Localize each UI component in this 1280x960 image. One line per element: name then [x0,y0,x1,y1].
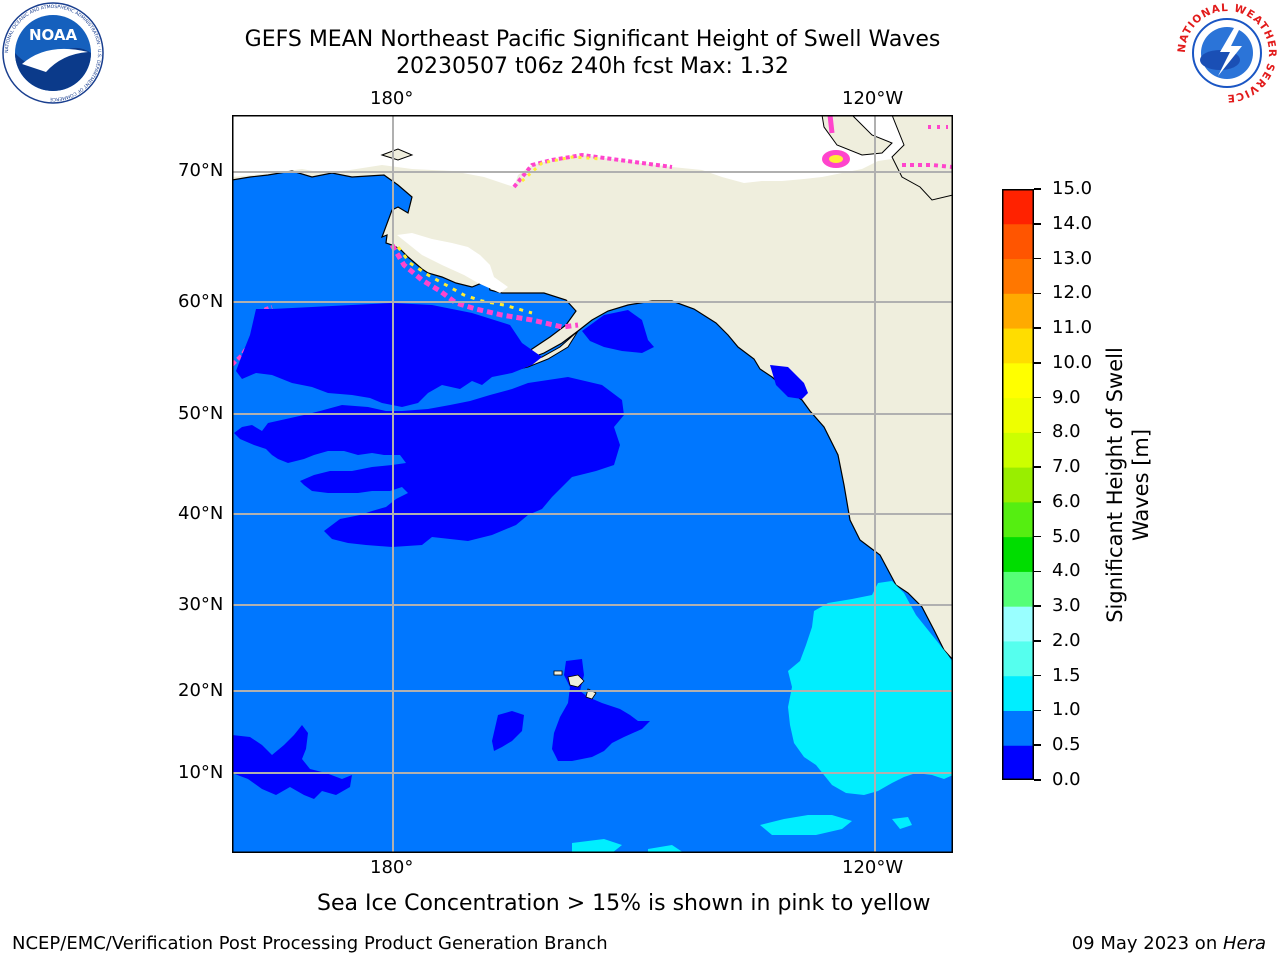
swell-height-map [232,115,953,853]
colorbar-segment [1002,745,1034,781]
low-swell-central [234,377,624,547]
colorbar-tick-mark [1034,570,1041,573]
colorbar-tick-mark [1034,466,1041,468]
low-swell-wsw [492,711,524,751]
low-swell-north [236,303,542,407]
colorbar-segment [1002,432,1034,468]
colorbar-tick-mark [1034,501,1041,503]
colorbar-tick-label: 0.5 [1052,734,1081,756]
colorbar-tick-label: 7.0 [1052,456,1081,478]
colorbar-tick-mark [1034,779,1041,781]
colorbar-tick-mark [1034,257,1041,260]
colorbar-tick-mark [1034,674,1041,677]
colorbar-tick-label: 1.5 [1052,664,1081,686]
colorbar-segment [1002,189,1034,225]
colorbar-tick-label: 6.0 [1052,490,1081,512]
colorbar-segment [1002,328,1034,364]
colorbar-segment [1002,362,1034,399]
colorbar-tick-label: 12.0 [1052,282,1093,304]
lat-label-10n: 10°N [178,762,224,783]
nws-logo-icon: NATIONAL WEATHER SERVICE [1176,2,1278,104]
sea-ice-note: Sea Ice Concentration > 15% is shown in … [317,891,931,916]
colorbar-tick-label: 2.0 [1052,629,1081,651]
colorbar-segment [1002,710,1034,746]
high-swell-southeast [788,581,953,795]
colorbar-tick-label: 13.0 [1052,247,1093,269]
colorbar-tick-mark [1034,362,1041,364]
colorbar-segment [1002,606,1034,642]
colorbar-label-line-2: Waves [m] [1129,428,1153,542]
noaa-logo-icon: NOAA NATIONAL OCEANIC AND ATMOSPHERIC AD… [2,2,104,104]
bering-ice-region [397,233,508,293]
graticule [232,115,953,853]
colorbar-tick-label: 3.0 [1052,595,1081,617]
colorbar-segment [1002,536,1034,572]
colorbar-tick-label: 4.0 [1052,560,1081,582]
colorbar-tick-label: 1.0 [1052,699,1081,721]
colorbar-segment [1002,258,1034,294]
colorbar-tick-mark [1034,535,1041,538]
title-line-2: 20230507 t06z 240h fcst Max: 1.32 [396,54,789,79]
colorbar-tick-label: 15.0 [1052,178,1093,199]
colorbar-tick-mark [1034,223,1041,225]
low-swell-gulf [582,310,654,353]
footer-machine: Hera [1222,933,1266,954]
lon-label-bottom-120w: 120°W [842,857,904,878]
colorbar-tick-mark [1034,188,1041,190]
footer-date-text: 09 May 2023 on [1071,933,1223,954]
title-line-1: GEFS MEAN Northeast Pacific Significant … [244,27,941,52]
colorbar-tick-mark [1034,640,1041,642]
colorbar-tick-mark [1034,431,1041,434]
colorbar-tick-label: 11.0 [1052,317,1093,339]
colorbar-segment [1002,223,1034,260]
noaa-logo-text: NOAA [29,26,78,44]
lon-label-bottom-180: 180° [370,857,414,878]
lat-label-60n: 60°N [178,291,224,312]
footer-branch: NCEP/EMC/Verification Post Processing Pr… [12,933,608,954]
lat-label-40n: 40°N [178,503,224,524]
colorbar-segment [1002,293,1034,329]
lon-label-top-120w: 120°W [842,88,904,109]
lat-label-30n: 30°N [178,594,224,615]
arctic-ocean [232,115,953,187]
lon-label-top-180: 180° [370,88,414,109]
colorbar-tick-mark [1034,292,1041,295]
colorbar-segment [1002,571,1034,607]
colorbar-tick-mark [1034,605,1041,607]
colorbar-tick-label: 10.0 [1052,351,1093,373]
lat-label-50n: 50°N [178,403,224,424]
colorbar-tick-mark [1034,744,1041,746]
colorbar-tick-label: 14.0 [1052,212,1093,234]
colorbar [1002,189,1034,781]
colorbar-segment [1002,467,1034,503]
colorbar-tick-label: 0.0 [1052,769,1081,790]
colorbar-segment [1002,640,1034,677]
colorbar-tick-mark [1034,327,1041,329]
colorbar-segment [1002,675,1034,711]
lat-label-70n: 70°N [178,160,224,181]
low-swell-sw [232,725,352,799]
colorbar-tick-label: 9.0 [1052,386,1081,408]
colorbar-tick-mark [1034,396,1041,399]
footer-date: 09 May 2023 on Hera [1072,933,1266,954]
colorbar-segment [1002,397,1034,433]
colorbar-segment [1002,501,1034,538]
colorbar-label-line-1: Significant Height of Swell [1103,347,1127,623]
colorbar-tick-label: 5.0 [1052,525,1081,547]
high-swell-south [760,815,852,835]
colorbar-tick-mark [1034,709,1041,712]
lat-label-20n: 20°N [178,680,224,701]
colorbar-tick-label: 8.0 [1052,421,1081,443]
